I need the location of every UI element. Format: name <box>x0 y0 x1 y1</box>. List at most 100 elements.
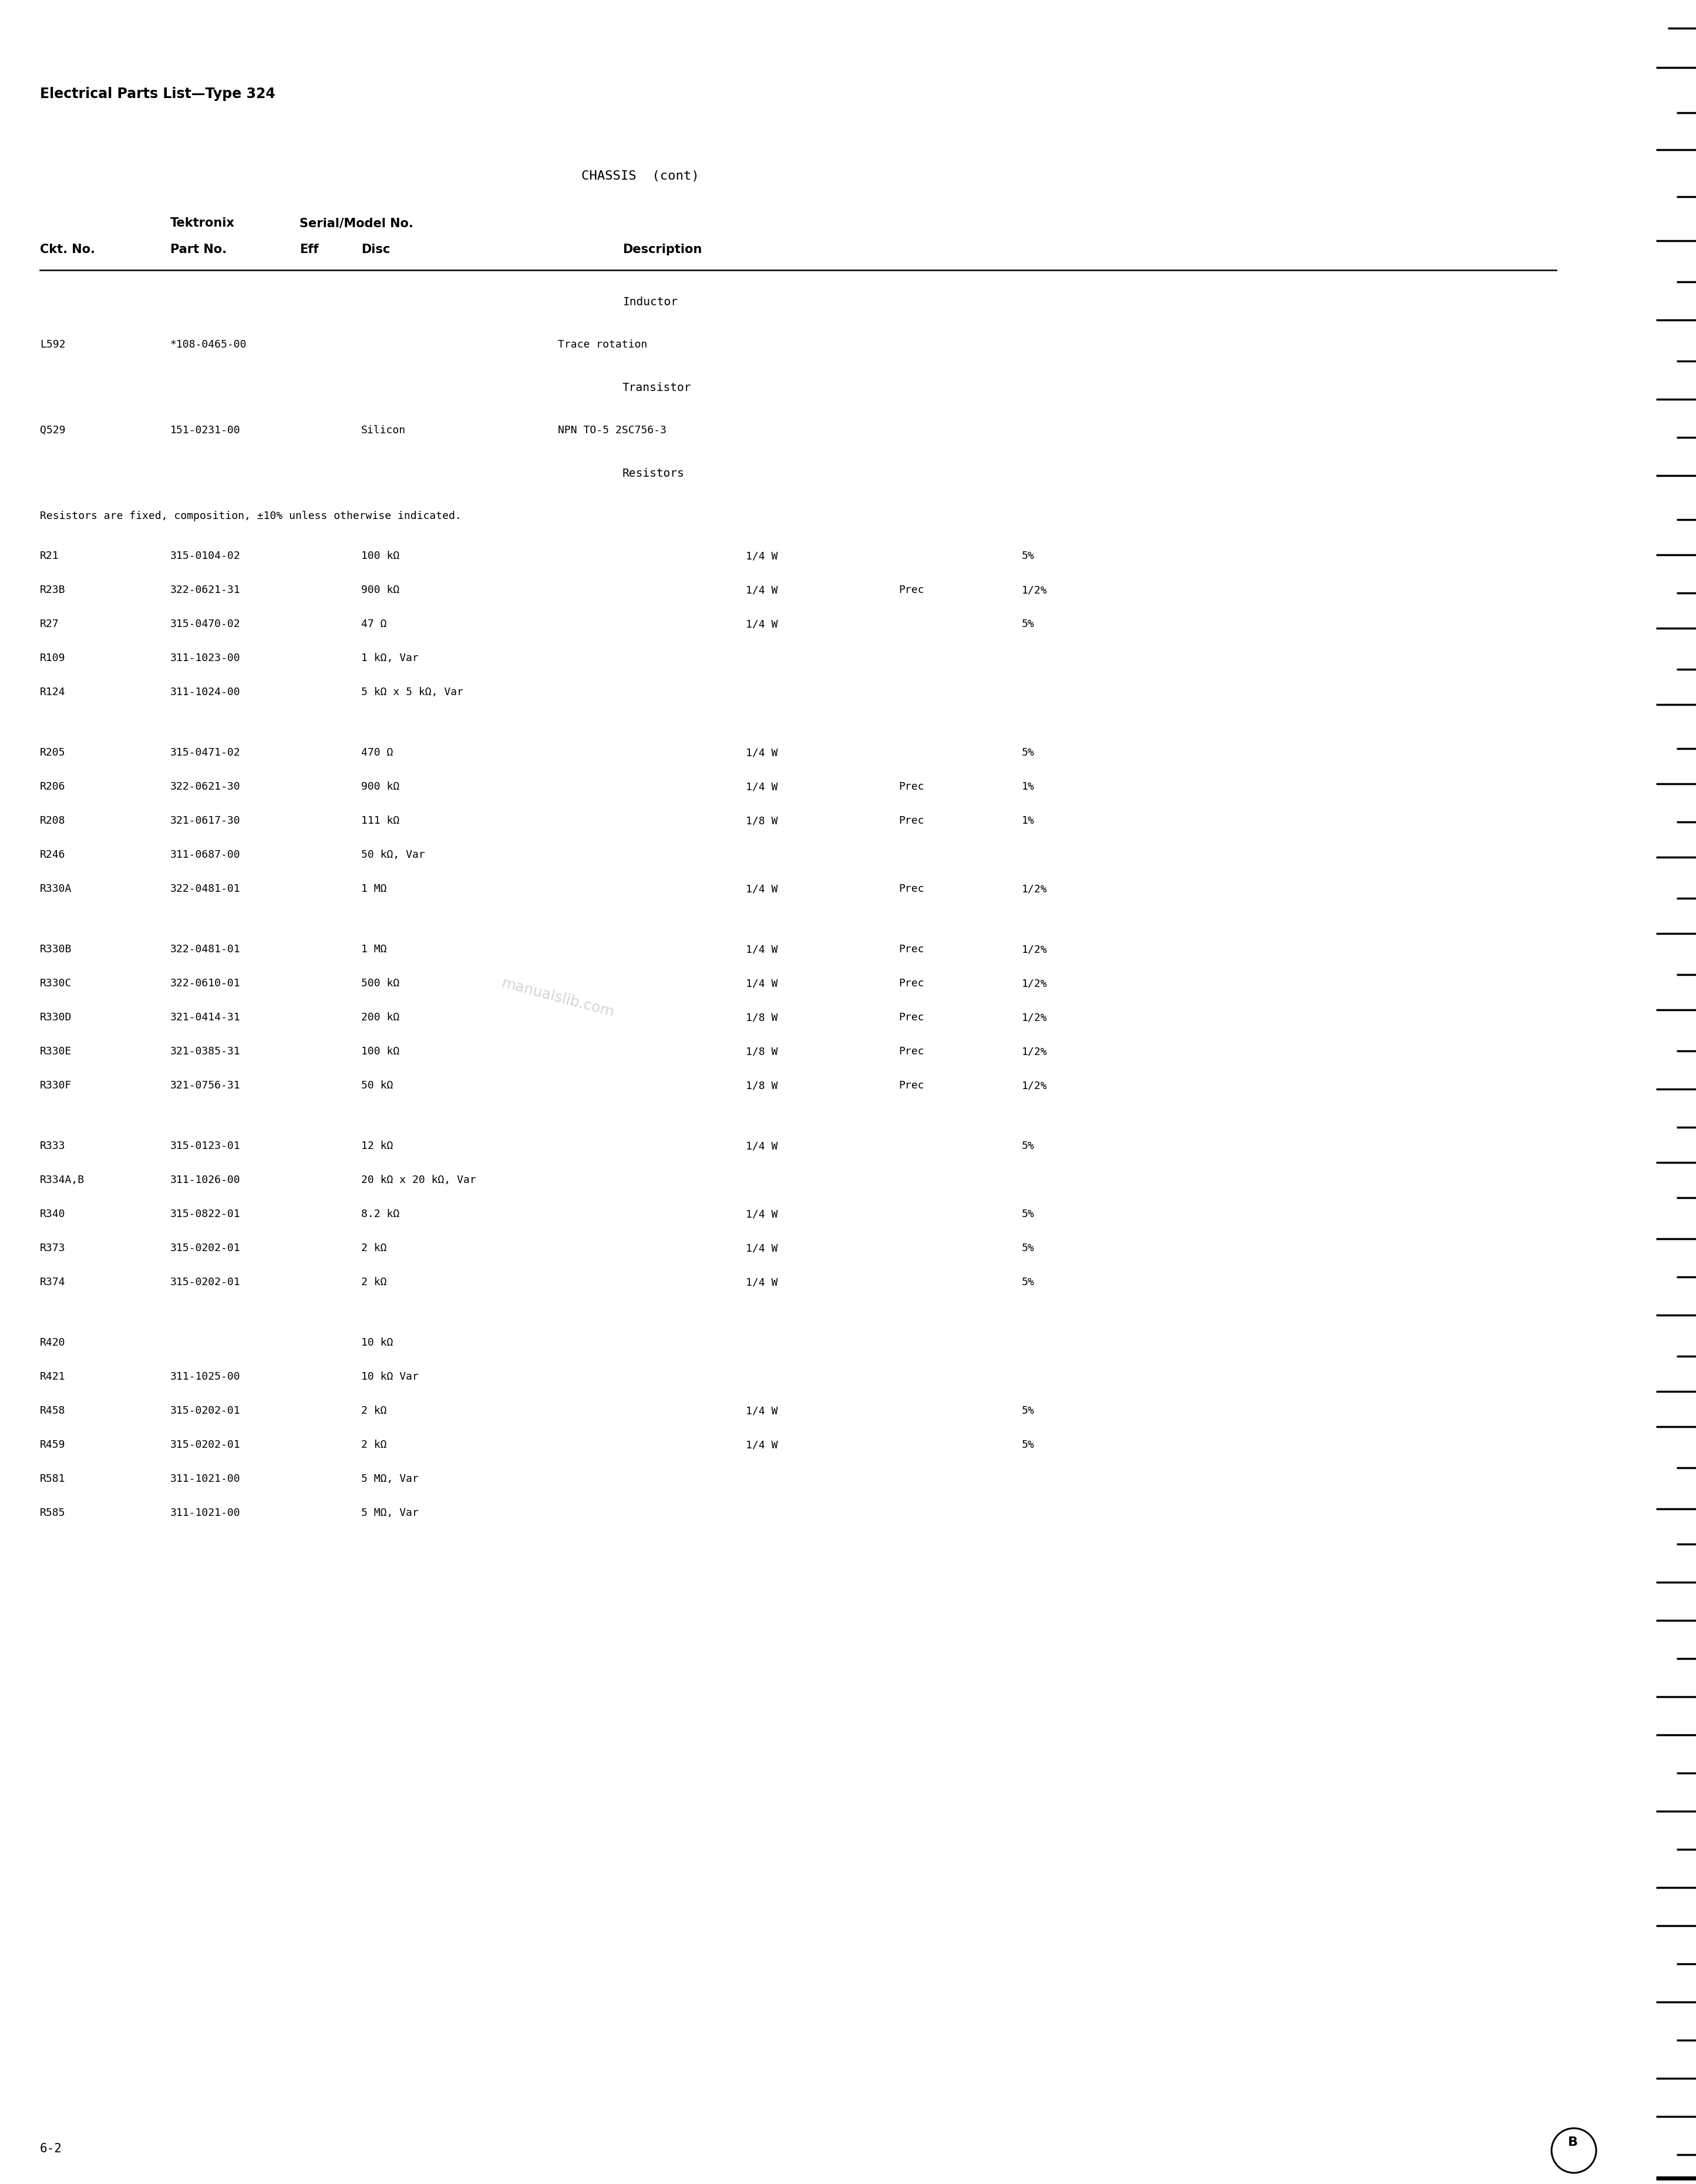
Text: 311-1021-00: 311-1021-00 <box>170 1474 241 1485</box>
Text: Prec: Prec <box>899 885 924 893</box>
Text: R246: R246 <box>41 850 66 860</box>
Text: R585: R585 <box>41 1507 66 1518</box>
Text: Ckt. No.: Ckt. No. <box>41 245 95 256</box>
Text: R205: R205 <box>41 747 66 758</box>
Text: R330C: R330C <box>41 978 71 989</box>
Text: Q529: Q529 <box>41 426 66 435</box>
Text: Tektronix: Tektronix <box>170 216 234 229</box>
Text: 311-1026-00: 311-1026-00 <box>170 1175 241 1186</box>
Text: 1/4 W: 1/4 W <box>746 550 778 561</box>
Text: 1/8 W: 1/8 W <box>746 815 778 826</box>
Text: Description: Description <box>622 245 702 256</box>
Text: R340: R340 <box>41 1208 66 1219</box>
Text: R330A: R330A <box>41 885 71 893</box>
Text: 470 Ω: 470 Ω <box>361 747 393 758</box>
Text: 8.2 kΩ: 8.2 kΩ <box>361 1208 400 1219</box>
Text: Eff: Eff <box>300 245 319 256</box>
Text: Inductor: Inductor <box>622 297 678 308</box>
Text: 1 MΩ: 1 MΩ <box>361 943 387 954</box>
Text: 1/4 W: 1/4 W <box>746 618 778 629</box>
Text: 10 kΩ Var: 10 kΩ Var <box>361 1372 419 1382</box>
Text: R330E: R330E <box>41 1046 71 1057</box>
Text: R23B: R23B <box>41 585 66 596</box>
Text: NPN TO-5 2SC756-3: NPN TO-5 2SC756-3 <box>558 426 667 435</box>
Text: 1/4 W: 1/4 W <box>746 885 778 893</box>
Text: 1/8 W: 1/8 W <box>746 1011 778 1022</box>
Text: 5%: 5% <box>1021 550 1035 561</box>
Text: 1/4 W: 1/4 W <box>746 1278 778 1289</box>
Text: 1/4 W: 1/4 W <box>746 782 778 793</box>
Text: R330F: R330F <box>41 1081 71 1090</box>
Text: 322-0610-01: 322-0610-01 <box>170 978 241 989</box>
Text: Prec: Prec <box>899 1081 924 1090</box>
Text: R458: R458 <box>41 1406 66 1415</box>
Text: Part No.: Part No. <box>170 245 227 256</box>
Text: 10 kΩ: 10 kΩ <box>361 1337 393 1348</box>
Text: R206: R206 <box>41 782 66 793</box>
Text: 1/4 W: 1/4 W <box>746 1243 778 1254</box>
Text: 321-0756-31: 321-0756-31 <box>170 1081 241 1090</box>
Text: *108-0465-00: *108-0465-00 <box>170 339 248 349</box>
Text: 2 kΩ: 2 kΩ <box>361 1278 387 1289</box>
Text: R334A,B: R334A,B <box>41 1175 85 1186</box>
Text: B: B <box>1569 2136 1577 2149</box>
Text: 151-0231-00: 151-0231-00 <box>170 426 241 435</box>
Text: 12 kΩ: 12 kΩ <box>361 1140 393 1151</box>
Text: 321-0414-31: 321-0414-31 <box>170 1011 241 1022</box>
Text: 322-0621-30: 322-0621-30 <box>170 782 241 793</box>
Text: Transistor: Transistor <box>622 382 692 393</box>
Text: 5%: 5% <box>1021 1439 1035 1450</box>
Text: R421: R421 <box>41 1372 66 1382</box>
Text: 500 kΩ: 500 kΩ <box>361 978 400 989</box>
Text: Prec: Prec <box>899 585 924 596</box>
Text: 315-0822-01: 315-0822-01 <box>170 1208 241 1219</box>
Text: 322-0481-01: 322-0481-01 <box>170 943 241 954</box>
Text: 315-0471-02: 315-0471-02 <box>170 747 241 758</box>
Text: 1%: 1% <box>1021 782 1035 793</box>
Text: 100 kΩ: 100 kΩ <box>361 550 400 561</box>
Text: Trace rotation: Trace rotation <box>558 339 648 349</box>
Text: 1/2%: 1/2% <box>1021 943 1048 954</box>
Text: R420: R420 <box>41 1337 66 1348</box>
Text: 6-2: 6-2 <box>41 2143 63 2156</box>
Text: 5 MΩ, Var: 5 MΩ, Var <box>361 1507 419 1518</box>
Text: 1 MΩ: 1 MΩ <box>361 885 387 893</box>
Text: R373: R373 <box>41 1243 66 1254</box>
Text: 5%: 5% <box>1021 1278 1035 1289</box>
Text: 5%: 5% <box>1021 1406 1035 1415</box>
Text: 1 kΩ, Var: 1 kΩ, Var <box>361 653 419 664</box>
Text: 315-0202-01: 315-0202-01 <box>170 1439 241 1450</box>
Text: 50 kΩ, Var: 50 kΩ, Var <box>361 850 426 860</box>
Text: 1/4 W: 1/4 W <box>746 978 778 989</box>
Text: 20 kΩ x 20 kΩ, Var: 20 kΩ x 20 kΩ, Var <box>361 1175 477 1186</box>
Text: manualslib.com: manualslib.com <box>500 976 616 1020</box>
Text: 311-1021-00: 311-1021-00 <box>170 1507 241 1518</box>
Text: 1/8 W: 1/8 W <box>746 1046 778 1057</box>
Text: 321-0385-31: 321-0385-31 <box>170 1046 241 1057</box>
Text: 1/2%: 1/2% <box>1021 978 1048 989</box>
Text: 322-0621-31: 322-0621-31 <box>170 585 241 596</box>
Text: 1/4 W: 1/4 W <box>746 747 778 758</box>
Text: 200 kΩ: 200 kΩ <box>361 1011 400 1022</box>
Text: R374: R374 <box>41 1278 66 1289</box>
Text: R459: R459 <box>41 1439 66 1450</box>
Text: 111 kΩ: 111 kΩ <box>361 815 400 826</box>
Text: Silicon: Silicon <box>361 426 405 435</box>
Text: 311-1025-00: 311-1025-00 <box>170 1372 241 1382</box>
Text: 311-1023-00: 311-1023-00 <box>170 653 241 664</box>
Text: 315-0104-02: 315-0104-02 <box>170 550 241 561</box>
Text: R208: R208 <box>41 815 66 826</box>
Text: 315-0202-01: 315-0202-01 <box>170 1406 241 1415</box>
Text: Prec: Prec <box>899 815 924 826</box>
Text: 1/2%: 1/2% <box>1021 1081 1048 1090</box>
Text: 1/4 W: 1/4 W <box>746 1439 778 1450</box>
Text: 321-0617-30: 321-0617-30 <box>170 815 241 826</box>
Text: Resistors are fixed, composition, ±10% unless otherwise indicated.: Resistors are fixed, composition, ±10% u… <box>41 511 461 522</box>
Text: 315-0202-01: 315-0202-01 <box>170 1243 241 1254</box>
Text: 47 Ω: 47 Ω <box>361 618 387 629</box>
Text: 315-0123-01: 315-0123-01 <box>170 1140 241 1151</box>
Text: 5%: 5% <box>1021 1208 1035 1219</box>
Text: 1/4 W: 1/4 W <box>746 943 778 954</box>
Text: CHASSIS  (cont): CHASSIS (cont) <box>582 170 699 181</box>
Text: R109: R109 <box>41 653 66 664</box>
